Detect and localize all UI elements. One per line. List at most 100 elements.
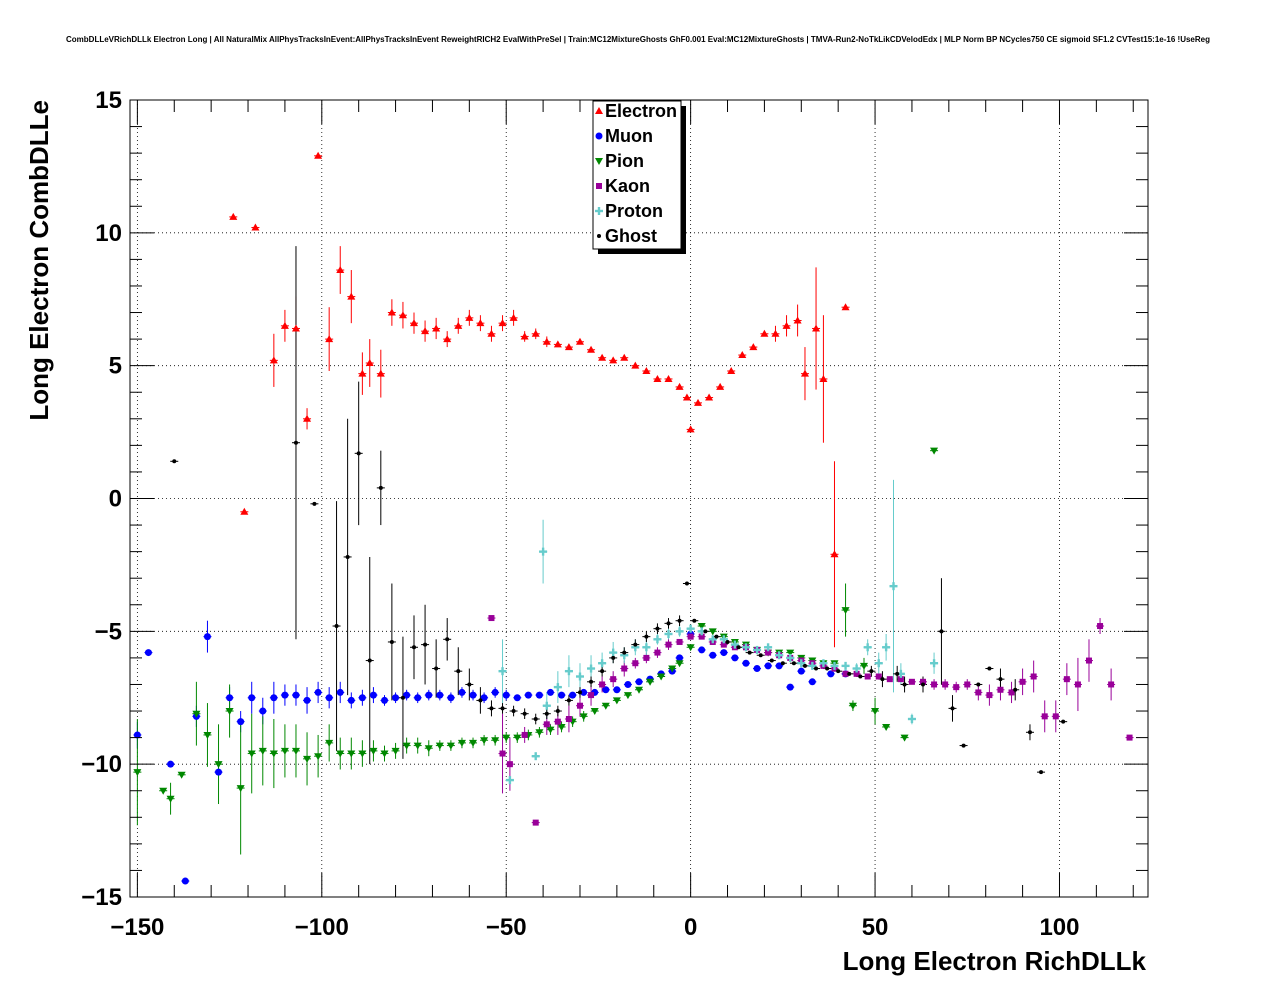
electron-point <box>749 343 758 351</box>
muon-point <box>742 659 750 667</box>
kaon-point <box>698 633 705 640</box>
proton-point <box>564 667 573 676</box>
muon-point <box>709 651 717 659</box>
muon-point <box>181 877 189 885</box>
proton-point <box>575 672 584 681</box>
ghost-point <box>172 459 177 464</box>
proton-point <box>830 661 839 670</box>
kaon-point <box>920 678 927 685</box>
ghost-point <box>921 682 926 687</box>
electron-point <box>782 321 791 329</box>
ghost-point <box>950 706 955 711</box>
y-tick-label: 15 <box>95 87 122 114</box>
proton-point <box>841 661 850 670</box>
muon-point <box>580 688 588 696</box>
electron-point <box>705 393 714 401</box>
muon-point <box>602 686 610 694</box>
pion-point <box>225 708 234 716</box>
electron-point <box>336 266 345 274</box>
electron-point <box>598 353 607 361</box>
muon-point <box>480 694 488 702</box>
muon-point <box>491 688 499 696</box>
proton-point <box>505 776 514 785</box>
x-tick-label: −100 <box>295 914 349 941</box>
ghost-point <box>1061 719 1066 724</box>
muon-point <box>753 665 761 673</box>
legend-label-muon: Muon <box>605 126 653 146</box>
pion-point <box>214 761 223 769</box>
pion-point <box>535 729 544 737</box>
electron-point <box>303 414 312 422</box>
ghost-point <box>400 695 405 700</box>
electron-point <box>498 319 507 327</box>
ghost-point <box>644 634 649 639</box>
kaon-point <box>1097 623 1104 630</box>
kaon-point <box>599 681 606 688</box>
pion-point <box>612 697 621 705</box>
proton-point <box>797 659 806 668</box>
ghost-point <box>633 642 638 647</box>
kaon-point <box>687 633 694 640</box>
electron-point <box>376 369 385 377</box>
electron-point <box>531 329 540 337</box>
electron-point <box>398 311 407 319</box>
kaon-point <box>964 681 971 688</box>
pion-point <box>513 734 522 742</box>
electron-point <box>542 337 551 345</box>
ghost-point <box>511 709 516 714</box>
electron-point <box>269 356 278 364</box>
proton-point <box>874 659 883 668</box>
pion-point <box>291 747 300 755</box>
pion-point <box>413 742 422 750</box>
electron-point <box>727 366 736 374</box>
pion-point <box>590 708 599 716</box>
kaon-point <box>1052 713 1059 720</box>
muon-point <box>248 694 256 702</box>
ghost-point <box>895 671 900 676</box>
y-tick-label: 0 <box>109 486 122 513</box>
muon-point <box>281 691 289 699</box>
electron-point <box>682 393 691 401</box>
ghost-point <box>976 682 981 687</box>
ghost-point <box>1013 687 1018 692</box>
ghost-point <box>780 661 785 666</box>
legend-marker-kaon <box>596 183 602 189</box>
kaon-point <box>931 681 938 688</box>
ghost-point <box>869 669 874 674</box>
kaon-point <box>576 702 583 709</box>
chart-title: CombDLLeVRichDLLk Electron Long | All Na… <box>66 35 1210 44</box>
electron-point <box>642 366 651 374</box>
proton-point <box>531 752 540 761</box>
pion-point <box>841 607 850 615</box>
ghost-point <box>791 661 796 666</box>
kaon-point <box>643 654 650 661</box>
electron-point <box>609 356 618 364</box>
muon-point <box>292 691 300 699</box>
legend-label-kaon: Kaon <box>605 176 650 196</box>
electron-point <box>421 327 430 335</box>
pion-point <box>424 745 433 753</box>
kaon-point <box>1008 689 1015 696</box>
electron-point <box>229 212 238 220</box>
proton-point <box>498 667 507 676</box>
pion-point <box>236 785 245 793</box>
proton-point <box>819 659 828 668</box>
y-axis-title: Long Electron CombDLLe <box>24 100 54 421</box>
electron-point <box>564 343 573 351</box>
ghost-point <box>814 666 819 671</box>
pion-point <box>177 771 186 779</box>
ghost-point <box>736 645 741 650</box>
data-points <box>133 151 1133 885</box>
electron-point <box>793 316 802 324</box>
electron-point <box>465 313 474 321</box>
electron-point <box>520 332 529 340</box>
ghost-point <box>293 440 298 445</box>
electron-point <box>240 507 249 515</box>
electron-point <box>325 335 334 343</box>
kaon-point <box>975 689 982 696</box>
ghost-point <box>423 642 428 647</box>
proton-point <box>598 659 607 668</box>
ghost-point <box>714 634 719 639</box>
kaon-point <box>1108 681 1115 688</box>
muon-point <box>764 662 772 670</box>
